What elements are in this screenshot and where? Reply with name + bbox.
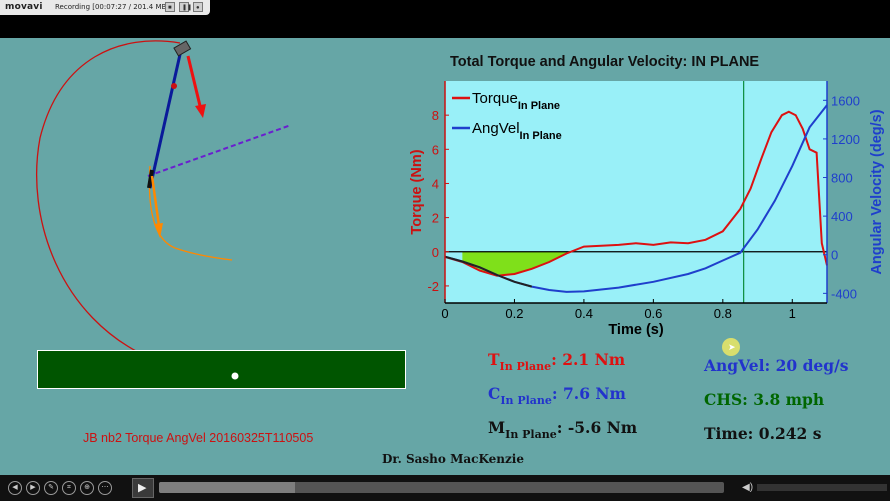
legend-label: TorqueIn Plane [472,90,560,112]
x-tick-label: 0.6 [644,306,662,321]
hand-force-arrowhead [154,223,163,238]
y-tick-label: 6 [432,142,439,157]
crop-icon: ⌗ [67,484,71,491]
torque-arrowhead [195,104,206,118]
y2-tick-label: -400 [831,286,857,301]
torque-series-line [444,110,828,277]
draw-button[interactable]: ✎ [44,481,58,495]
torque-angvel-chart: 0 0.2 0.4 0.6 0.8 1-202468-400040080012001600… [409,81,885,338]
c-symbol: C [488,384,501,403]
time-readout: Time: 0.242 s [704,424,822,443]
recorder-bar: movavi Recording [00:07:27 / 201.4 MB] ■… [0,0,890,38]
zoom-button[interactable]: ⊕ [80,481,94,495]
forward-icon: ▶ [30,484,36,491]
m-value: : -5.6 Nm [556,418,638,437]
stop-icon: ■ [168,5,172,11]
cursor-arrow-icon: ➤ [728,342,736,352]
pen-icon: ✎ [48,484,54,491]
ground-strip [37,350,406,389]
y2-tick-label: 1600 [831,93,860,108]
x-tick-label: 1 [789,306,796,321]
chart-title: Total Torque and Angular Velocity: IN PL… [450,54,760,70]
x-tick-label: 0.2 [505,306,523,321]
recorder-record-button[interactable]: ● [193,2,203,12]
trial-caption: JB nb2 Torque AngVel 20160325T110505 [83,431,314,445]
angvel-readout: AngVel: 20 deg/s [704,356,849,375]
legend-label: AngVelIn Plane [472,120,562,142]
recorder-logo: movavi [5,2,43,12]
y-tick-label: -2 [427,279,439,294]
pause-icon: ❚❚ [182,5,193,11]
zoom-icon: ⊕ [84,484,90,491]
y2-tick-label: 800 [831,171,853,186]
swing-plane-line [147,124,292,177]
c-subscript: In Plane [500,394,552,407]
recorder-pill: movavi Recording [00:07:27 / 201.4 MB] ■… [0,0,210,15]
x-axis-label: Time (s) [608,322,664,338]
seek-bar[interactable] [159,482,724,493]
y2-tick-label: 0 [831,248,838,263]
negative-torque-shaded-region [462,251,567,276]
m-symbol: M [488,418,506,437]
y-tick-label: 0 [432,245,439,260]
player-controls: ◀ ▶ ✎ ⌗ ⊕ ⋯ ▶ ◀) [0,475,890,501]
x-tick-label: 0 [441,306,448,321]
recording-status: Recording [00:07:27 / 201.4 MB] [55,3,170,11]
club-shaft [148,49,183,189]
video-stage: Total Torque and Angular Velocity: IN PL… [0,38,890,475]
center-of-mass-dot [171,83,177,89]
m-readout: MIn Plane: -5.6 Nm [488,418,637,441]
play-icon: ▶ [138,482,147,494]
y2-tick-label: 400 [831,209,853,224]
hand-trajectory [148,165,233,261]
back-icon: ◀ [12,484,18,491]
torque-symbol: T [488,350,500,369]
forward-button[interactable]: ▶ [26,481,40,495]
recorder-pause-button[interactable]: ❚❚ [179,2,193,12]
torque-subscript: In Plane [499,360,552,373]
y-tick-label: 4 [432,176,439,191]
more-button[interactable]: ⋯ [98,481,112,495]
volume-slider[interactable] [757,484,887,491]
m-subscript: In Plane [505,428,557,441]
back-button[interactable]: ◀ [8,481,22,495]
record-icon: ● [196,5,200,11]
more-icon: ⋯ [101,484,109,491]
clubhead-trajectory [36,40,233,378]
play-button[interactable]: ▶ [132,478,154,498]
ball [231,372,239,380]
speaker-icon[interactable]: ◀) [742,482,754,493]
c-value: : 7.6 Nm [551,384,626,403]
hand-force-arrow [150,175,161,227]
club-head [173,40,192,57]
x-tick-label: 0.8 [714,306,732,321]
club-grip [147,169,154,189]
y2-tick-label: 1200 [831,132,860,147]
crop-button[interactable]: ⌗ [62,481,76,495]
chs-readout: CHS: 3.8 mph [704,390,825,409]
y-tick-label: 8 [432,108,439,123]
torque-vector-arrow [186,55,203,111]
recorder-stop-button[interactable]: ■ [165,2,175,12]
c-readout: CIn Plane: 7.6 Nm [488,384,626,407]
angvel-highlight-segment [444,255,533,288]
seek-bar-progress [159,482,295,493]
torque-readout: TIn Plane: 2.1 Nm [488,350,625,373]
mouse-cursor-highlight [722,338,740,356]
y-tick-label: 2 [432,211,439,226]
author-credit: Dr. Sasho MacKenzie [382,452,524,466]
torque-value: : 2.1 Nm [551,350,626,369]
x-tick-label: 0.4 [575,306,593,321]
right-axis-label: Angular Velocity (deg/s) [869,109,885,274]
left-axis-label: Torque (Nm) [409,149,425,234]
